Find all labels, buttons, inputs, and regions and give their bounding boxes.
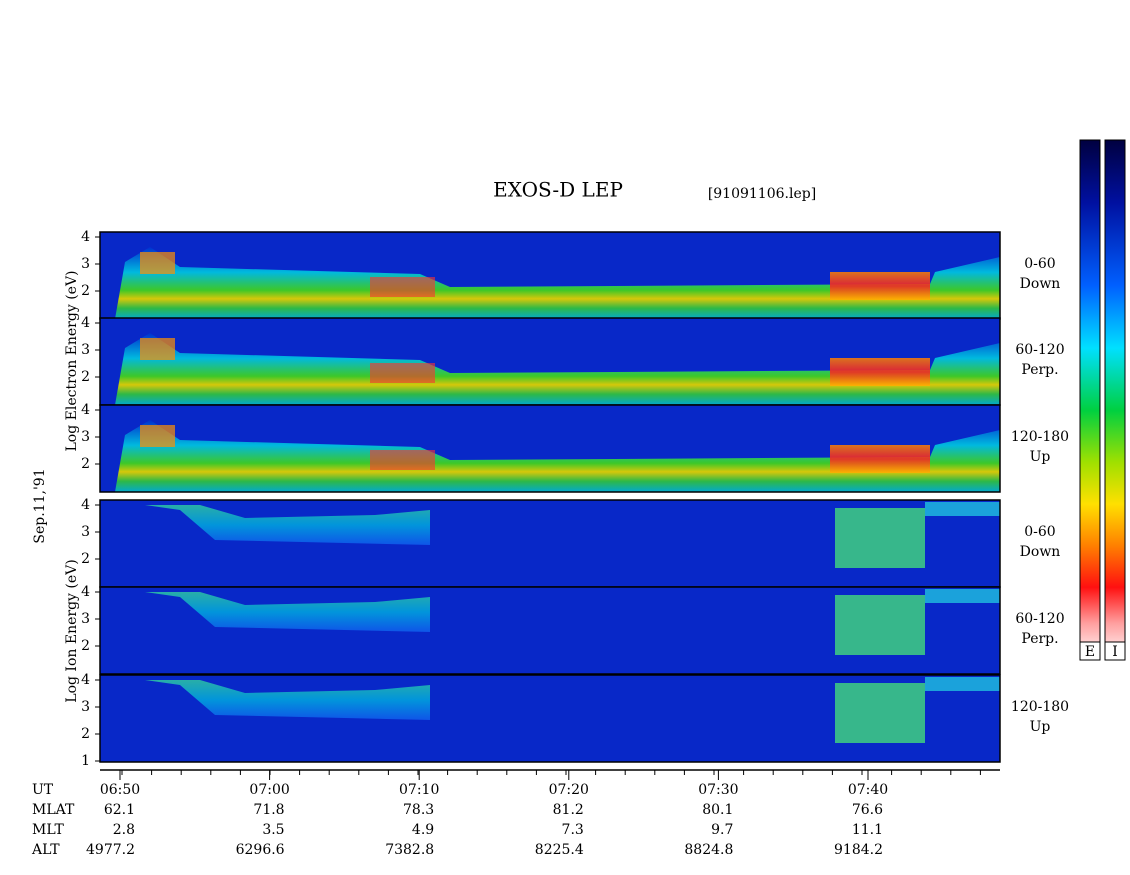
hot-region xyxy=(830,358,930,386)
colorbar-label: E xyxy=(1085,644,1095,660)
panel-frame xyxy=(99,586,1001,675)
hot-region xyxy=(370,450,435,470)
panel-direction: Up xyxy=(1030,449,1051,465)
y-tick-label: 2 xyxy=(81,551,90,567)
ion-flux-blob xyxy=(925,677,1000,691)
y-tick-label: 4 xyxy=(81,672,90,688)
electron-flux-band xyxy=(115,333,1000,405)
ephemeris-value: 8824.8 xyxy=(684,842,733,858)
panel-direction: Down xyxy=(1020,544,1061,560)
date-label: Sep.11,'91 xyxy=(32,468,48,543)
y-tick-label: 3 xyxy=(81,699,90,715)
ephemeris-value: 6296.6 xyxy=(236,842,285,858)
title: EXOS-D LEP xyxy=(493,178,623,202)
y-tick-label: 4 xyxy=(81,402,90,418)
hot-region xyxy=(830,445,930,473)
panel-direction: Perp. xyxy=(1021,631,1058,647)
ephemeris-value: 71.8 xyxy=(253,802,284,818)
ion-flux-blob xyxy=(835,683,925,743)
ephemeris-value: 78.3 xyxy=(403,802,434,818)
y-tick-label: 4 xyxy=(81,229,90,245)
electron-flux-band xyxy=(115,247,1000,319)
ephemeris-value: 80.1 xyxy=(702,802,733,818)
y-tick-label: 2 xyxy=(81,456,90,472)
colorbar-label: I xyxy=(1112,644,1118,660)
ephemeris-value: 81.2 xyxy=(553,802,584,818)
y-tick-label: 3 xyxy=(81,611,90,627)
ion-axis-label: Log Ion Energy (eV) xyxy=(64,559,80,702)
ion-flux-blob xyxy=(835,595,925,655)
ephemeris-value: 7.3 xyxy=(562,822,584,838)
panel-angle: 0-60 xyxy=(1024,256,1055,272)
panel-angle: 0-60 xyxy=(1024,524,1055,540)
y-tick-label: 4 xyxy=(81,497,90,513)
ephemeris-value: 4.9 xyxy=(412,822,434,838)
ephemeris-label: MLAT xyxy=(32,802,75,818)
panel-angle: 120-180 xyxy=(1011,429,1069,445)
colorbar-label-box xyxy=(1079,641,1101,661)
y-tick-label: 3 xyxy=(81,256,90,272)
time-ticks xyxy=(119,770,981,780)
panel-frame xyxy=(99,404,1001,493)
y-tick-label: 2 xyxy=(81,638,90,654)
colorbar-electron xyxy=(1079,139,1101,661)
ephemeris-value: 9.7 xyxy=(711,822,733,838)
y-tick-label: 4 xyxy=(81,584,90,600)
ephemeris-value: 07:20 xyxy=(549,782,589,798)
ephemeris-label: UT xyxy=(32,782,54,798)
file-name: [91091106.lep] xyxy=(708,186,816,202)
ephemeris-value: 76.6 xyxy=(852,802,883,818)
electron-flux-band xyxy=(115,420,1000,492)
ephemeris-value: 7382.8 xyxy=(385,842,434,858)
y-tick-label: 3 xyxy=(81,429,90,445)
ion-flux-band xyxy=(145,680,430,720)
ion-flux-band xyxy=(145,505,430,545)
hot-region xyxy=(140,252,175,274)
ephemeris-value: 62.1 xyxy=(104,802,135,818)
spectrogram-panels: 4 3 2 0-60 Down 4 3 2 60-120 Perp. 4 3 2 120-180 Up 4 3 2… xyxy=(81,229,1069,769)
ephemeris-value: 11.1 xyxy=(852,822,883,838)
hot-region xyxy=(370,363,435,383)
ephemeris-value: 07:30 xyxy=(698,782,738,798)
panel-angle: 60-120 xyxy=(1015,611,1064,627)
ion-flux-band xyxy=(145,592,430,632)
hot-region xyxy=(830,272,930,300)
panel-direction: Down xyxy=(1020,276,1061,292)
ephemeris-value: 2.8 xyxy=(113,822,135,838)
ion-flux-blob xyxy=(925,502,1000,516)
ephemeris-value: 4977.2 xyxy=(86,842,135,858)
ion-flux-blob xyxy=(835,508,925,568)
panel-direction: Up xyxy=(1030,719,1051,735)
panel-frame xyxy=(99,674,1001,763)
ephemeris-value: 07:00 xyxy=(249,782,289,798)
ephemeris-value: 8225.4 xyxy=(535,842,584,858)
ephemeris-label: ALT xyxy=(31,842,60,858)
panel-angle: 120-180 xyxy=(1011,699,1069,715)
hot-region xyxy=(140,425,175,447)
y-tick-label: 2 xyxy=(81,283,90,299)
ephemeris-value: 9184.2 xyxy=(834,842,883,858)
y-tick-label: 3 xyxy=(81,342,90,358)
ephemeris-value: 3.5 xyxy=(262,822,284,838)
ephemeris-value: 07:10 xyxy=(399,782,439,798)
y-tick-label: 2 xyxy=(81,726,90,742)
ephemeris-value: 07:40 xyxy=(848,782,888,798)
panel-angle: 60-120 xyxy=(1015,342,1064,358)
ephemeris-table: UT MLAT MLT ALT 06:50 62.1 2.8 4977.2 07:00 71.8 3… xyxy=(31,782,888,858)
electron-axis-label: Log Electron Energy (eV) xyxy=(64,270,80,451)
y-tick-label: 2 xyxy=(81,369,90,385)
y-tick-label: 4 xyxy=(81,315,90,331)
ephemeris-label: MLT xyxy=(32,822,64,838)
colorbar-ion xyxy=(1104,139,1126,661)
y-tick-label: 1 xyxy=(81,753,90,769)
hot-region xyxy=(140,338,175,360)
hot-region xyxy=(370,277,435,297)
ion-flux-blob xyxy=(925,589,1000,603)
colorbar-label-box xyxy=(1104,641,1126,661)
ephemeris-value: 06:50 xyxy=(100,782,140,798)
y-tick-label: 3 xyxy=(81,524,90,540)
panel-direction: Perp. xyxy=(1021,362,1058,378)
